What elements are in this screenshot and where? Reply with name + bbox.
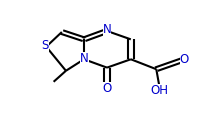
Text: O: O xyxy=(102,82,112,95)
Text: S: S xyxy=(41,39,49,52)
Text: O: O xyxy=(180,53,189,66)
Text: OH: OH xyxy=(151,84,169,97)
Text: N: N xyxy=(80,52,89,65)
Text: N: N xyxy=(103,23,111,36)
